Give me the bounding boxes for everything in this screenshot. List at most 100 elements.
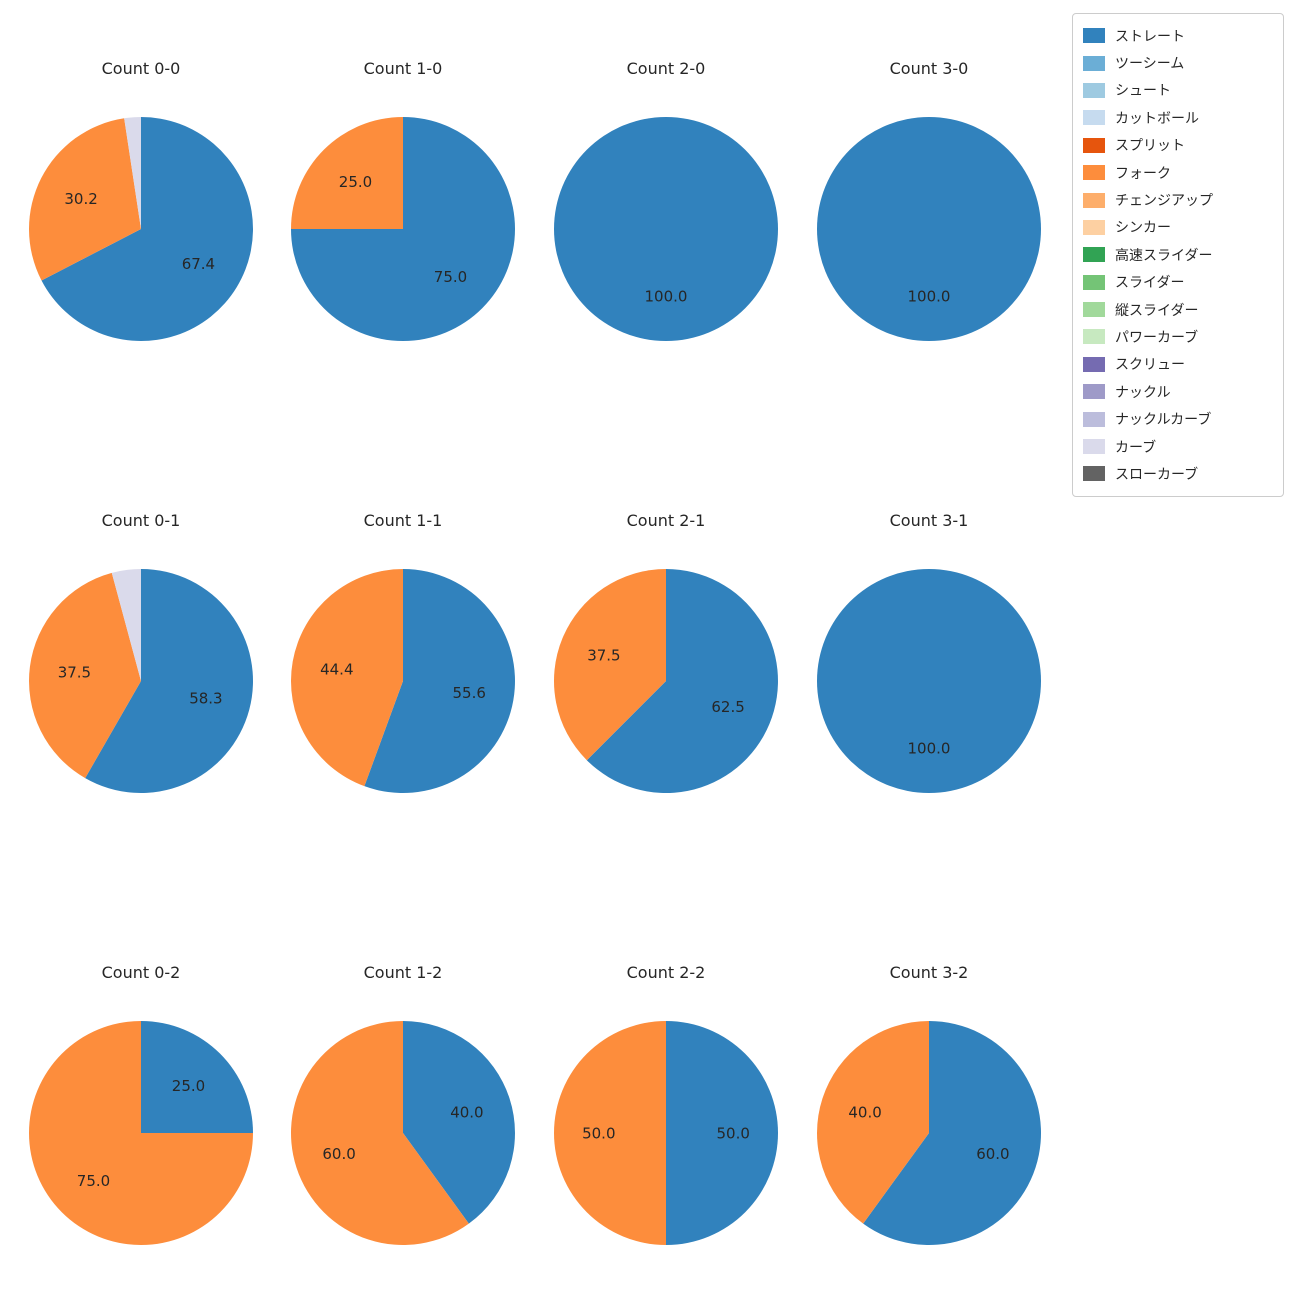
pie-slice-percent-label: 50.0 bbox=[582, 1124, 615, 1142]
chart-title: Count 3-1 bbox=[889, 511, 969, 530]
chart-title: Count 2-1 bbox=[626, 511, 706, 530]
legend-item-label: ストレート bbox=[1115, 28, 1185, 45]
chart-title: Count 3-0 bbox=[889, 59, 969, 78]
legend-item: 高速スライダー bbox=[1083, 241, 1273, 268]
pie-chart-count-0-0: 67.4 30.2 bbox=[29, 117, 254, 341]
chart-title: Count 1-2 bbox=[363, 963, 443, 982]
legend-swatch bbox=[1083, 247, 1105, 263]
legend-item: シュート bbox=[1083, 77, 1273, 104]
chart-title: Count 0-0 bbox=[101, 59, 181, 78]
pie-slice-percent-label: 60.0 bbox=[322, 1145, 355, 1163]
pie-slice-percent-label: 67.4 bbox=[182, 255, 215, 273]
pie-chart-count-2-0: 100.0 bbox=[554, 117, 778, 341]
pie-slice-フォーク bbox=[291, 117, 403, 229]
legend-swatch bbox=[1083, 82, 1105, 98]
pie-chart-count-2-2: 50.0 50.0 bbox=[554, 1021, 778, 1245]
pie-slice-percent-label: 37.5 bbox=[58, 664, 91, 682]
legend-item: スライダー bbox=[1083, 269, 1273, 296]
pie-slice-フォーク bbox=[290, 1021, 469, 1245]
pie-slice-percent-label: 37.5 bbox=[587, 647, 620, 665]
legend-item-label: シンカー bbox=[1115, 220, 1171, 237]
pie-chart-count-1-1: 55.6 44.4 bbox=[290, 569, 515, 793]
legend-item: スローカーブ bbox=[1083, 460, 1273, 487]
legend-item-label: スローカーブ bbox=[1115, 466, 1199, 483]
legend-item-label: カットボール bbox=[1115, 110, 1199, 127]
pie-slice-percent-label: 62.5 bbox=[711, 698, 744, 716]
legend: ストレートツーシームシュートカットボール スプリットフォークチェンジアップ シンカー… bbox=[1072, 13, 1284, 497]
legend-swatch bbox=[1083, 28, 1105, 44]
legend-swatch bbox=[1083, 356, 1105, 372]
pie-slice-フォーク bbox=[29, 572, 142, 779]
legend-item: ストレート bbox=[1083, 22, 1273, 49]
pie-slice-percent-label: 55.6 bbox=[452, 684, 485, 702]
legend-swatch bbox=[1083, 302, 1105, 318]
legend-item: チェンジアップ bbox=[1083, 186, 1273, 213]
legend-item-label: フォーク bbox=[1115, 165, 1171, 182]
pie-chart-count-0-1: 58.3 37.5 bbox=[29, 569, 254, 793]
legend-item-label: シュート bbox=[1115, 83, 1171, 100]
chart-title: Count 0-2 bbox=[101, 963, 181, 982]
pie-slice-フォーク bbox=[553, 569, 666, 761]
pie-slice-percent-label: 40.0 bbox=[450, 1103, 483, 1121]
chart-title: Count 2-2 bbox=[626, 963, 706, 982]
pie-slice-percent-label: 40.0 bbox=[848, 1103, 881, 1121]
pie-slice-フォーク bbox=[290, 569, 403, 787]
legend-item: スクリュー bbox=[1083, 351, 1273, 378]
pie-chart-count-0-2: 25.0 75.0 bbox=[29, 1021, 253, 1245]
pie-slice-ストレート bbox=[85, 569, 254, 793]
pie-slice-ストレート bbox=[403, 1021, 515, 1224]
legend-item-label: ツーシーム bbox=[1115, 56, 1185, 73]
pie-slice-フォーク bbox=[29, 1021, 253, 1245]
pie-slice-percent-label: 60.0 bbox=[976, 1145, 1009, 1163]
legend-item: フォーク bbox=[1083, 159, 1273, 186]
legend-item: ナックル bbox=[1083, 378, 1273, 405]
legend-swatch bbox=[1083, 219, 1105, 235]
pie-slice-percent-label: 100.0 bbox=[908, 287, 951, 305]
pie-slice-カーブ bbox=[111, 569, 141, 681]
pie-slice-percent-label: 58.3 bbox=[189, 690, 222, 708]
legend-swatch bbox=[1083, 329, 1105, 345]
pie-slice-percent-label: 25.0 bbox=[172, 1077, 205, 1095]
pie-slice-ストレート bbox=[586, 569, 778, 793]
legend-item-label: スクリュー bbox=[1115, 357, 1185, 374]
chart-title: Count 3-2 bbox=[889, 963, 969, 982]
chart-title: Count 0-1 bbox=[101, 511, 181, 530]
pie-slice-percent-label: 50.0 bbox=[716, 1124, 749, 1142]
pie-slice-ストレート bbox=[817, 117, 1041, 341]
legend-item: シンカー bbox=[1083, 214, 1273, 241]
legend-item: ナックルカーブ bbox=[1083, 405, 1273, 432]
legend-swatch bbox=[1083, 384, 1105, 400]
legend-swatch bbox=[1083, 439, 1105, 455]
legend-swatch bbox=[1083, 466, 1105, 482]
pie-slice-percent-label: 75.0 bbox=[434, 268, 467, 286]
legend-item: ツーシーム bbox=[1083, 49, 1273, 76]
pie-chart-count-2-1: 62.5 37.5 bbox=[553, 569, 778, 793]
legend-item-label: カーブ bbox=[1115, 439, 1157, 456]
pie-chart-count-1-0: 75.0 25.0 bbox=[291, 117, 515, 341]
pie-slice-ストレート bbox=[817, 569, 1041, 793]
legend-item-label: スライダー bbox=[1115, 275, 1185, 292]
pie-slice-ストレート bbox=[141, 1021, 253, 1133]
pie-slice-percent-label: 100.0 bbox=[908, 739, 951, 757]
pie-slice-ストレート bbox=[554, 117, 778, 341]
pie-slice-ストレート bbox=[364, 569, 515, 793]
pie-slice-ストレート bbox=[41, 117, 254, 341]
legend-item: スプリット bbox=[1083, 132, 1273, 159]
pie-slice-percent-label: 44.4 bbox=[320, 660, 353, 678]
pie-chart-count-1-2: 40.0 60.0 bbox=[290, 1021, 515, 1245]
pie-chart-count-3-2: 60.0 40.0 bbox=[817, 1021, 1042, 1245]
pie-slice-フォーク bbox=[817, 1021, 929, 1224]
pie-slice-percent-label: 75.0 bbox=[77, 1172, 110, 1190]
legend-swatch bbox=[1083, 411, 1105, 427]
legend-swatch bbox=[1083, 137, 1105, 153]
pie-slice-カーブ bbox=[124, 117, 141, 229]
legend-swatch bbox=[1083, 55, 1105, 71]
legend-item-label: スプリット bbox=[1115, 138, 1185, 155]
pie-slice-ストレート bbox=[863, 1021, 1042, 1245]
legend-swatch bbox=[1083, 274, 1105, 290]
legend-item-label: チェンジアップ bbox=[1115, 193, 1213, 210]
legend-item: カットボール bbox=[1083, 104, 1273, 131]
pie-slice-フォーク bbox=[29, 118, 141, 281]
legend-item: 縦スライダー bbox=[1083, 296, 1273, 323]
